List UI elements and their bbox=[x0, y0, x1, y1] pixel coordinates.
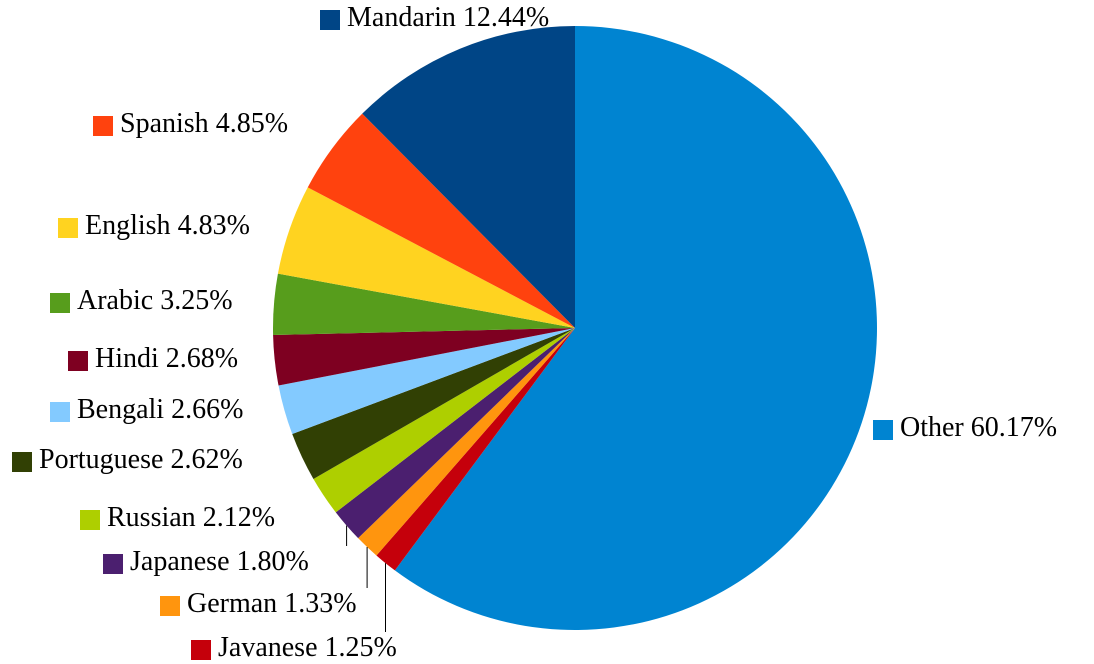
slice-value: 2.62% bbox=[170, 444, 242, 475]
pie-slice bbox=[273, 328, 575, 386]
slice-value: 4.83% bbox=[178, 210, 250, 241]
slice-name: Mandarin bbox=[347, 2, 456, 33]
slice-name: Japanese bbox=[130, 546, 230, 577]
slice-name: English bbox=[85, 210, 171, 241]
slice-name: German bbox=[187, 588, 277, 619]
slice-label: Japanese 1.80% bbox=[130, 546, 309, 577]
legend-swatch bbox=[80, 510, 100, 530]
slice-name: Javanese bbox=[218, 632, 318, 663]
legend-swatch bbox=[93, 116, 113, 136]
slice-label: Russian 2.12% bbox=[107, 502, 275, 533]
slice-label: Javanese 1.25% bbox=[218, 632, 397, 663]
pie-slice bbox=[292, 328, 575, 479]
legend-swatch bbox=[160, 596, 180, 616]
slice-label: Arabic 3.25% bbox=[77, 285, 233, 316]
slice-name: Russian bbox=[107, 502, 196, 533]
pie-slice bbox=[358, 328, 575, 556]
slice-label: German 1.33% bbox=[187, 588, 357, 619]
slice-value: 1.25% bbox=[325, 632, 397, 663]
slice-label: Spanish 4.85% bbox=[120, 108, 288, 139]
pie-slice bbox=[277, 187, 575, 328]
slice-value: 2.66% bbox=[171, 394, 243, 425]
legend-swatch bbox=[103, 554, 123, 574]
slice-value: 1.33% bbox=[284, 588, 356, 619]
pie-slice bbox=[273, 273, 575, 336]
slice-label: Portuguese 2.62% bbox=[39, 444, 243, 475]
pie-slice bbox=[278, 328, 575, 435]
slice-value: 3.25% bbox=[160, 285, 232, 316]
slice-value: 4.85% bbox=[216, 108, 288, 139]
legend-swatch bbox=[68, 351, 88, 371]
legend-swatch bbox=[50, 402, 70, 422]
slice-value: 2.68% bbox=[166, 343, 238, 374]
legend-swatch bbox=[873, 420, 893, 440]
legend-swatch bbox=[50, 293, 70, 313]
legend-swatch bbox=[320, 10, 340, 30]
slice-name: Hindi bbox=[95, 343, 159, 374]
legend-swatch bbox=[58, 218, 78, 238]
slice-value: 2.12% bbox=[203, 502, 275, 533]
slice-value: 1.80% bbox=[237, 546, 309, 577]
legend-swatch bbox=[12, 452, 32, 472]
slice-label: English 4.83% bbox=[85, 210, 250, 241]
slice-label: Other 60.17% bbox=[900, 412, 1057, 443]
pie-slice bbox=[376, 328, 575, 571]
pie-slice bbox=[362, 26, 575, 328]
legend-swatch bbox=[191, 640, 211, 660]
pie-slice bbox=[335, 328, 575, 539]
slice-label: Hindi 2.68% bbox=[95, 343, 238, 374]
slice-value: 60.17% bbox=[971, 412, 1057, 443]
slice-value: 12.44% bbox=[463, 2, 549, 33]
pie-slice bbox=[394, 26, 878, 630]
slice-label: Bengali 2.66% bbox=[77, 394, 243, 425]
pie-slice bbox=[307, 113, 575, 328]
slice-name: Arabic bbox=[77, 285, 153, 316]
slice-name: Portuguese bbox=[39, 444, 163, 475]
slice-name: Other bbox=[900, 412, 964, 443]
slice-name: Spanish bbox=[120, 108, 209, 139]
slice-name: Bengali bbox=[77, 394, 164, 425]
pie-slice bbox=[313, 328, 575, 513]
slice-label: Mandarin 12.44% bbox=[347, 2, 549, 33]
